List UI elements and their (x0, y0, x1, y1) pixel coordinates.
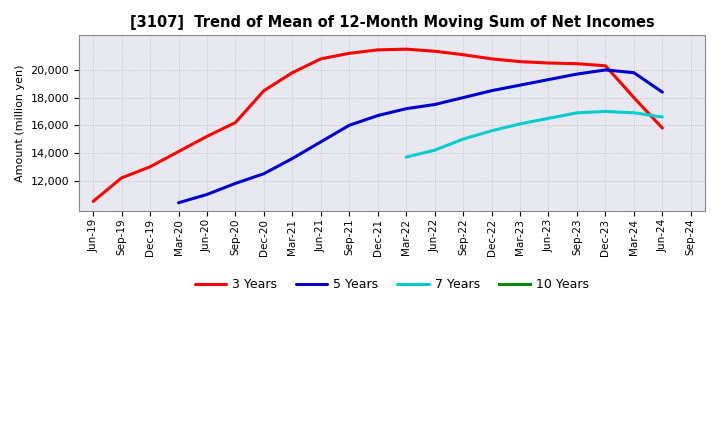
Y-axis label: Amount (million yen): Amount (million yen) (15, 64, 25, 182)
Title: [3107]  Trend of Mean of 12-Month Moving Sum of Net Incomes: [3107] Trend of Mean of 12-Month Moving … (130, 15, 654, 30)
Legend: 3 Years, 5 Years, 7 Years, 10 Years: 3 Years, 5 Years, 7 Years, 10 Years (189, 273, 594, 296)
